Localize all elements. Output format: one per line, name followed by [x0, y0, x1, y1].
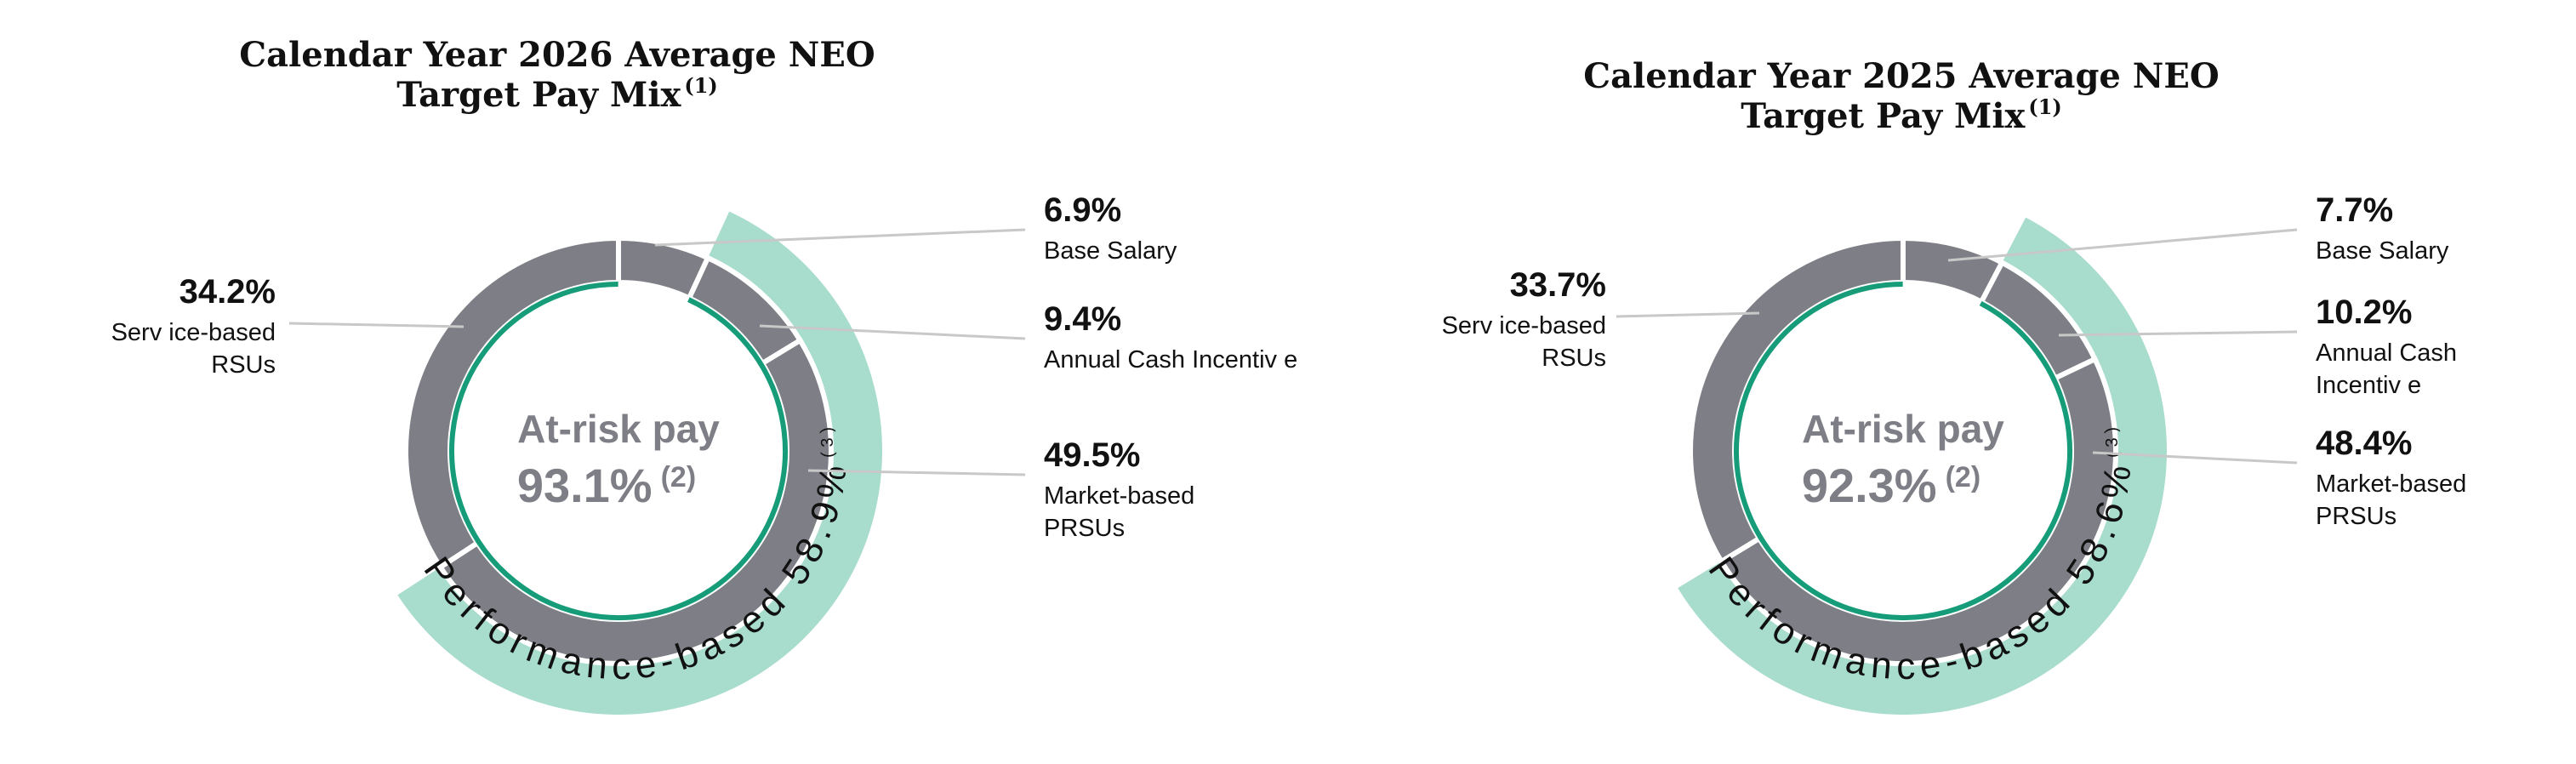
center-value: 92.3% [1802, 459, 1937, 512]
leader-line-3 [2092, 451, 2298, 465]
slice-category-label: Base Salary [1044, 237, 1177, 265]
leader-line-4 [1616, 311, 1760, 318]
slice-value-label: 10.2% [2316, 294, 2412, 331]
chart-title-line1: Calendar Year 2025 Average NEO [1583, 56, 2219, 96]
slice-category-label: Annual Cash Incentiv e [1044, 346, 1297, 373]
chart-title-text: Target Pay Mix [396, 75, 681, 115]
slice-category-label: PRSUs [1044, 515, 1125, 542]
slice-category-label: RSUs [1542, 345, 1606, 372]
leader-line-1 [654, 228, 1026, 247]
slice-value-label: 6.9% [1044, 191, 1121, 229]
leader-line-2 [759, 324, 1026, 340]
performance-footnote: (3) [817, 420, 837, 458]
slice-value-label: 48.4% [2316, 425, 2412, 462]
slice-value-label: 7.7% [2316, 191, 2393, 229]
slice-category-label: Base Salary [2316, 237, 2449, 265]
slice-value-label: 49.5% [1044, 436, 1140, 474]
performance-footnote: (3) [2101, 420, 2122, 458]
chart-title-footnote: (1) [2028, 94, 2061, 119]
slice-category-label: Annual Cash [2316, 339, 2457, 367]
leader-line-2 [2058, 330, 2298, 337]
at-risk-ring [449, 282, 788, 620]
center-footnote: (2) [1946, 461, 1981, 493]
chart-title-line1: Calendar Year 2026 Average NEO [239, 35, 875, 75]
center-value-group: 92.3% (2) [1802, 459, 1980, 512]
slice-category-label: Incentiv e [2316, 372, 2421, 399]
slice-value-label: 34.2% [180, 273, 276, 311]
leader-line-3 [807, 469, 1026, 476]
center-footnote: (2) [661, 461, 697, 493]
center-value: 93.1% [517, 459, 653, 512]
slice-category-label: RSUs [211, 351, 276, 379]
slice-category-label: Serv ice-based [1442, 312, 1606, 339]
chart-title-footnote: (1) [684, 73, 717, 98]
slice-category-label: Serv ice-based [111, 319, 276, 346]
at-risk-ring [1734, 282, 2072, 620]
slice-value-label: 33.7% [1510, 266, 1606, 304]
slice-category-label: PRSUs [2316, 503, 2396, 530]
chart-title-text: Target Pay Mix [1741, 96, 2026, 136]
leader-line-1 [1947, 228, 2298, 262]
slice-category-label: Market-based [1044, 482, 1194, 510]
chart-title-line2: Target Pay Mix (1) [396, 73, 718, 115]
slice-category-label: Market-based [2316, 470, 2466, 498]
center-value-group: 93.1% (2) [517, 459, 696, 512]
leader-line-4 [288, 322, 464, 328]
center-label: At-risk pay [1802, 407, 2004, 451]
slice-value-label: 9.4% [1044, 300, 1121, 338]
center-label: At-risk pay [517, 407, 720, 451]
chart-title-line2: Target Pay Mix (1) [1741, 94, 2062, 136]
